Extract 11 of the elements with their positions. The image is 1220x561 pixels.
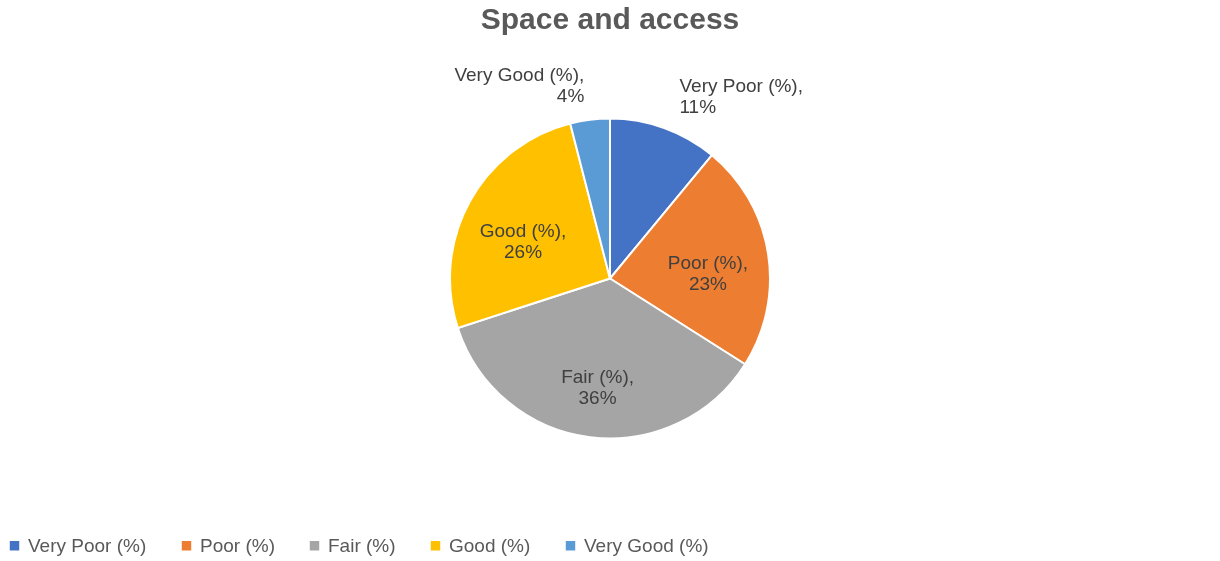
data-label: Very Poor (%), 11% <box>679 74 803 117</box>
data-label: Fair (%), 36% <box>561 365 634 408</box>
legend-label: Good (%) <box>449 534 531 556</box>
data-label: Poor (%), 23% <box>667 251 749 294</box>
data-label: Good (%), 26% <box>479 219 567 262</box>
data-label: Very Good (%), 4% <box>454 64 585 107</box>
legend-label: Poor (%) <box>200 534 275 556</box>
legend-label: Fair (%) <box>328 534 396 556</box>
legend-label: Very Good (%) <box>584 534 709 556</box>
chart-title: Space and access <box>480 2 740 35</box>
legend-label: Very Poor (%) <box>28 534 147 556</box>
